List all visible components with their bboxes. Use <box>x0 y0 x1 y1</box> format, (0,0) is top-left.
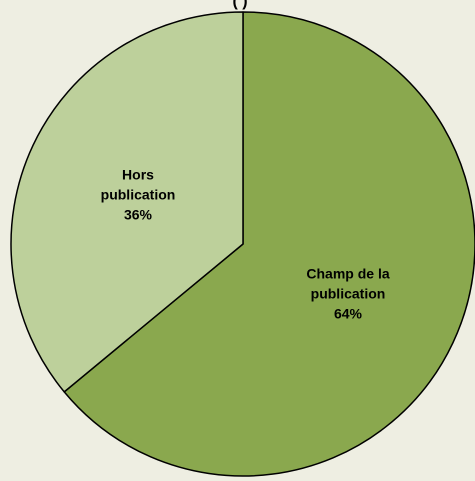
slice-label-line: publication <box>101 187 176 203</box>
slice-label-line: Hors <box>122 167 154 183</box>
pie-slice-champ-de-la-publication <box>63 11 475 477</box>
slice-label-line: 64% <box>334 305 363 321</box>
chart-title-fragment: ( ) <box>232 0 247 10</box>
slice-label-line: Champ de la <box>306 265 389 281</box>
slice-label-line: 36% <box>124 207 153 223</box>
slice-label-hors-publication: Hors publication 36% <box>101 167 176 223</box>
slice-label-champ-de-la-publication: Champ de la publication 64% <box>306 265 389 321</box>
slice-label-line: publication <box>311 285 386 301</box>
pie-slice-hors-publication <box>10 11 244 393</box>
